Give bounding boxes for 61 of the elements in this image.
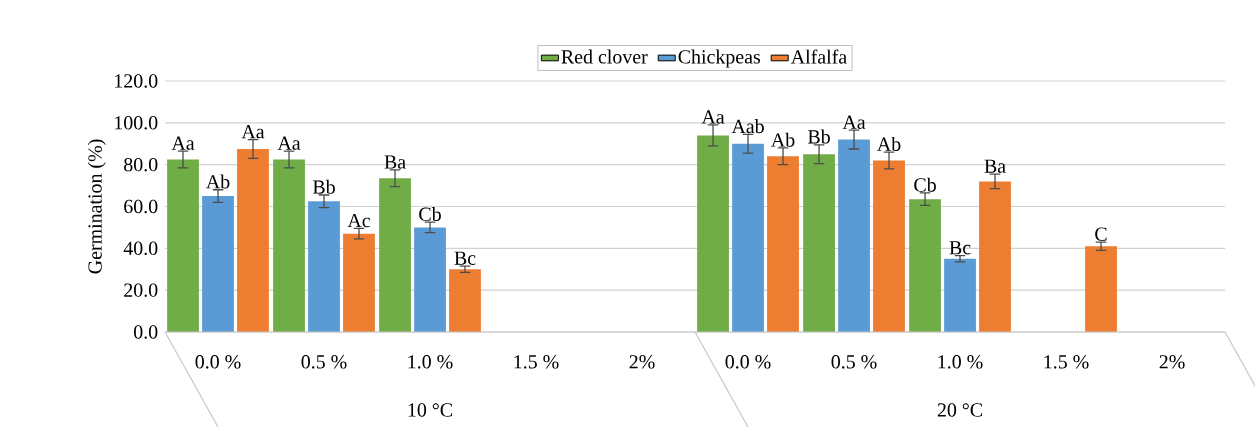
data-label: Aa — [277, 136, 301, 150]
y-axis-title: Germination (%) — [87, 139, 106, 274]
x-tick-label: 0.0 % — [195, 355, 241, 369]
legend-label: Red clover — [561, 49, 648, 64]
x-tick-label: 1.5 % — [1044, 355, 1089, 369]
data-label: Bc — [949, 241, 971, 255]
x-tick-label: 2% — [629, 355, 655, 369]
data-label: Cb — [914, 177, 936, 192]
data-label: Ab — [206, 174, 230, 189]
data-label: Ab — [877, 136, 901, 151]
data-label: Bb — [807, 129, 830, 144]
text: 20 °C — [937, 403, 982, 417]
data-label: Aa — [171, 136, 195, 150]
x-tick-label: 2% — [1159, 355, 1185, 369]
bar — [237, 148, 269, 332]
x-tick-label: 0.5 % — [301, 355, 347, 369]
y-tick-label: 60.0 — [124, 199, 158, 214]
bar — [873, 160, 905, 332]
bar — [343, 233, 375, 332]
y-tick-label: 0.0 — [134, 325, 158, 339]
legend-label: Alfalfa — [790, 49, 847, 64]
bar — [273, 159, 305, 332]
x-tick-label: 0.5 % — [831, 355, 877, 369]
bar — [202, 196, 234, 332]
bar — [838, 139, 870, 332]
y-tick-label: 40.0 — [123, 241, 158, 256]
x-tick-label: 1.5 % — [514, 355, 559, 369]
data-label: Bb — [312, 179, 335, 194]
bar — [944, 258, 976, 332]
bar — [308, 201, 340, 332]
bar — [803, 154, 835, 332]
data-label: Cb — [419, 206, 441, 221]
bar — [414, 227, 446, 332]
x-tick-label: 1.0 % — [408, 355, 453, 369]
data-label: Bc — [454, 251, 476, 265]
bar — [449, 269, 481, 332]
data-label: Ba — [984, 159, 1006, 173]
data-label: C — [1095, 227, 1107, 241]
bar — [167, 159, 199, 332]
y-tick-label: 20.0 — [124, 283, 158, 297]
bar — [697, 135, 729, 332]
bar — [732, 143, 764, 332]
data-label: Ba — [384, 155, 406, 169]
bar — [909, 199, 941, 332]
bar — [1085, 246, 1117, 332]
y-tick-label: 120.0 — [115, 74, 158, 88]
x-tick-label: 0.0 % — [725, 355, 771, 369]
data-label: Aa — [701, 110, 725, 124]
text: 10 °C — [408, 403, 452, 417]
data-label: Ac — [347, 213, 370, 228]
x-tick-label: 1.0 % — [938, 355, 983, 369]
data-label: Ab — [771, 132, 795, 147]
data-label: Aab — [731, 119, 764, 134]
bar — [767, 156, 799, 332]
y-tick-label: 100.0 — [115, 116, 158, 130]
y-tick-label: 80.0 — [124, 157, 158, 172]
legend-label: Chickpeas — [678, 49, 761, 68]
data-label: Aa — [241, 125, 265, 139]
bar — [379, 178, 411, 332]
data-label: Aa — [842, 115, 866, 129]
bar — [979, 181, 1011, 332]
